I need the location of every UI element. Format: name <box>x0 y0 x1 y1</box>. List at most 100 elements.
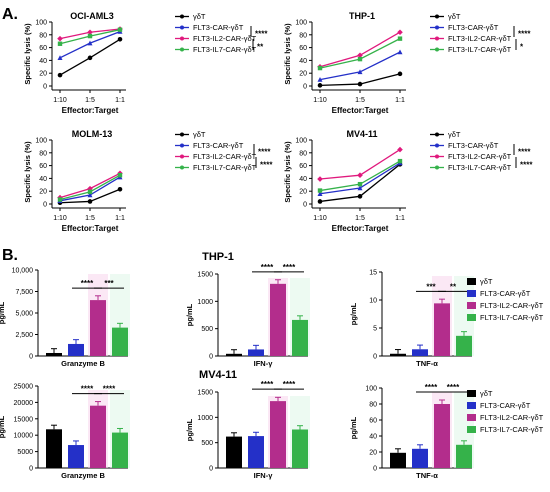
y-tick-label: 60 <box>369 418 377 425</box>
bar-chart: 0 20 40 60 80 100 pg/mL TNF-α **** **** <box>349 383 474 480</box>
y-tick-label: 0 <box>209 466 213 473</box>
bar <box>46 352 62 356</box>
significance-label: **** <box>81 385 94 394</box>
y-tick-label: 15000 <box>14 416 34 423</box>
y-tick-label: 1500 <box>197 390 213 397</box>
data-point <box>317 199 323 204</box>
significance-label: *** <box>104 279 114 288</box>
data-point <box>317 77 323 82</box>
legend-marker <box>435 47 439 52</box>
y-tick-label: 80 <box>39 32 47 39</box>
y-tick-label: 5,000 <box>15 311 33 318</box>
line-chart: 0 20 40 60 80 100 1:10 1:5 1:1 Effector:Target Spe… <box>23 11 268 115</box>
legend-label: FLT3-IL2-CAR-γδT <box>193 152 257 161</box>
legend-label: FLT3-IL7-CAR-γδT <box>193 163 257 172</box>
y-tick-label: 10,000 <box>12 268 34 275</box>
data-point <box>357 181 363 187</box>
bar-chart: 0 500 1000 1500 pg/mL IFN-γ **** **** <box>185 380 310 480</box>
panel-label-b: B. <box>2 247 18 264</box>
y-axis-label: Specific lysis (%) <box>23 23 32 85</box>
data-point <box>357 69 363 75</box>
bar <box>456 444 472 468</box>
data-point <box>357 52 363 59</box>
bar <box>412 448 428 468</box>
bar-chart: 0 500 1000 1500 pg/mL IFN-γ **** **** <box>185 263 310 368</box>
legend-label: FLT3-IL2-CAR-γδT <box>448 152 512 161</box>
x-tick-label: 1:1 <box>115 97 125 104</box>
bar <box>248 436 264 468</box>
y-tick-label: 80 <box>299 150 307 157</box>
y-tick-label: 20 <box>39 71 47 78</box>
legend-label: γδT <box>448 12 461 21</box>
x-tick-label: 1:5 <box>85 97 95 104</box>
bar <box>292 319 308 356</box>
y-axis-label: pg/mL <box>0 415 6 438</box>
data-point <box>87 33 93 39</box>
data-point <box>117 36 123 42</box>
legend-marker <box>180 36 184 41</box>
y-tick-label: 80 <box>299 32 307 39</box>
legend-label: FLT3-CAR-γδT <box>193 141 244 150</box>
y-tick-label: 0 <box>373 466 377 473</box>
legend-label: FLT3-IL7-CAR-γδT <box>480 313 544 322</box>
data-point <box>87 40 93 46</box>
data-point <box>117 27 123 32</box>
significance-label: *** <box>426 282 436 291</box>
significance-label: **** <box>261 380 274 389</box>
section-title-mv411: MV4-11 <box>199 369 237 381</box>
bar-legend: γδT FLT3-CAR-γδT FLT3-IL2-CAR-γδT FLT3-IL7-… <box>467 277 544 322</box>
significance-label: ** <box>257 43 264 52</box>
legend-marker <box>435 14 439 19</box>
data-point <box>357 56 363 62</box>
bar <box>390 452 406 468</box>
y-tick-label: 5000 <box>17 449 33 456</box>
data-point <box>357 172 363 178</box>
bar <box>248 349 264 356</box>
legend-label: FLT3-IL2-CAR-γδT <box>448 34 512 43</box>
y-tick-label: 10000 <box>14 433 34 440</box>
legend-label: γδT <box>480 277 493 286</box>
x-tick-label: 1:5 <box>355 215 365 222</box>
y-tick-label: 1500 <box>197 272 213 279</box>
y-tick-label: 20 <box>299 71 307 78</box>
significance-label: **** <box>447 383 460 392</box>
data-point <box>317 188 323 193</box>
legend-marker <box>180 25 184 30</box>
y-axis-label: Specific lysis (%) <box>283 23 292 85</box>
legend-label: γδT <box>448 130 461 139</box>
legend-label: γδT <box>193 12 206 21</box>
y-axis-label: pg/mL <box>185 418 194 441</box>
legend-label: FLT3-IL7-CAR-γδT <box>480 425 544 434</box>
significance-label: ** <box>450 282 457 291</box>
bar <box>226 436 242 468</box>
data-point <box>397 146 403 153</box>
legend-label: FLT3-IL2-CAR-γδT <box>480 301 544 310</box>
significance-label: **** <box>283 380 296 389</box>
legend-label: FLT3-CAR-γδT <box>480 289 531 298</box>
y-tick-label: 0 <box>303 202 307 209</box>
y-tick-label: 7,500 <box>15 289 33 296</box>
series-line <box>319 31 401 68</box>
bar <box>390 353 406 356</box>
data-point <box>87 189 93 195</box>
x-tick-label: 1:1 <box>395 215 405 222</box>
significance-label: **** <box>255 30 268 39</box>
data-point <box>397 158 403 164</box>
y-tick-label: 80 <box>39 150 47 157</box>
bar <box>68 343 84 356</box>
legend-marker <box>435 132 439 137</box>
y-axis-label: pg/mL <box>0 301 6 324</box>
legend-label: FLT3-IL7-CAR-γδT <box>448 163 512 172</box>
legend-swatch <box>467 414 476 421</box>
y-tick-label: 60 <box>299 163 307 170</box>
legend-label: FLT3-CAR-γδT <box>193 23 244 32</box>
data-point <box>317 83 323 88</box>
y-tick-label: 0 <box>209 354 213 361</box>
y-tick-label: 0 <box>43 202 47 209</box>
legend-marker <box>180 14 184 19</box>
bar-chart: 0 2,500 5,000 7,500 10,000 pg/mL Granzyme B ***… <box>0 268 130 368</box>
chart-title: THP-1 <box>349 11 375 21</box>
y-tick-label: 2,500 <box>15 332 33 339</box>
bar <box>226 353 242 356</box>
